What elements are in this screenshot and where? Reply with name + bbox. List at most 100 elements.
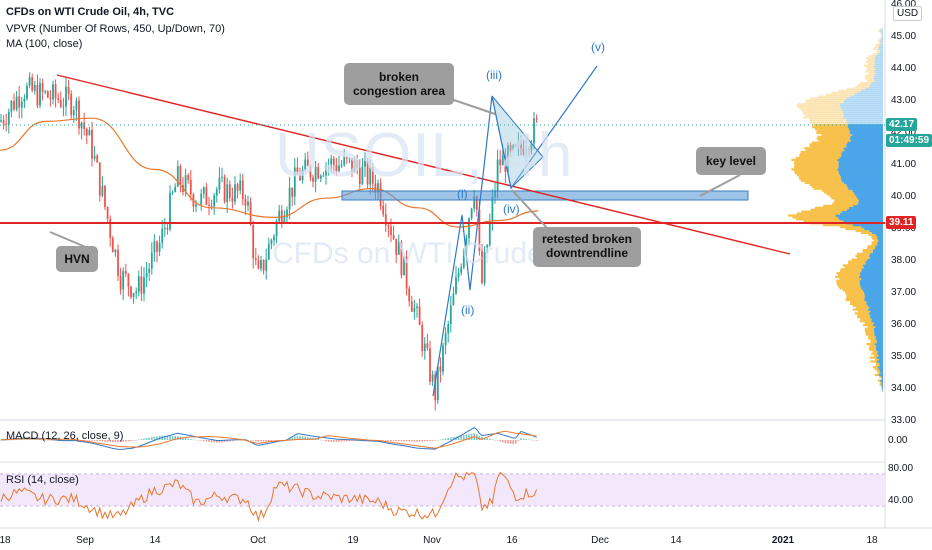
macd-bar: [153, 436, 156, 440]
macd-bar: [203, 440, 205, 442]
vpvr-bar-up: [867, 325, 876, 329]
price-tick: 37.00: [891, 287, 916, 298]
candle-body: [213, 195, 216, 207]
macd-bar: [343, 440, 345, 442]
vpvr-bar-down: [869, 254, 883, 257]
vpvr-bar-up: [852, 308, 868, 311]
vpvr-bar-down: [859, 279, 883, 282]
vpvr-bar-down: [839, 174, 883, 177]
macd-bar: [392, 440, 395, 442]
candle-body: [239, 180, 242, 191]
macd-bar: [36, 439, 39, 441]
candle-body: [319, 175, 322, 179]
macd-bar: [457, 436, 460, 440]
vpvr-label[interactable]: VPVR (Number Of Rows, 450, Up/Down, 70): [6, 23, 225, 35]
candle-body: [400, 242, 403, 276]
vpvr-bar-down: [882, 389, 883, 392]
vpvr-bar-up: [876, 364, 880, 367]
vpvr-bar-down: [881, 381, 883, 384]
vpvr-bar-down: [878, 367, 883, 371]
vpvr-bar-up: [875, 358, 880, 361]
macd-bar: [10, 439, 13, 441]
annotation-hvn[interactable]: HVN: [56, 246, 98, 272]
candle-body: [78, 100, 80, 129]
candle-body: [299, 174, 301, 181]
wave-label-v: (v): [591, 40, 605, 54]
annotation-broken-congestion[interactable]: broken congestion area: [344, 63, 454, 105]
macd-bar: [23, 439, 26, 440]
macd-bar: [533, 440, 535, 441]
vpvr-bar-up: [880, 31, 882, 35]
vpvr-bar-down: [877, 237, 883, 240]
vpvr-bar-up: [809, 145, 847, 148]
vpvr-bar-down: [853, 191, 883, 194]
candle-body: [85, 128, 88, 136]
vpvr-bar-up: [846, 293, 865, 296]
candle-body: [135, 291, 138, 294]
currency-button[interactable]: USD: [893, 6, 923, 21]
macd-bar: [34, 439, 36, 441]
vpvr-bar-up: [867, 68, 876, 71]
vpvr-bar-up: [834, 199, 859, 202]
vpvr-bar-up: [805, 114, 845, 117]
vpvr-bar-down: [870, 83, 883, 87]
vpvr-bar-up: [879, 383, 882, 386]
vpvr-bar-down: [850, 139, 883, 142]
macd-bar: [273, 440, 275, 441]
macd-bar: [398, 440, 400, 442]
vpvr-bar-down: [844, 99, 883, 102]
vpvr-bar-up: [868, 233, 876, 236]
macd-bar: [135, 440, 137, 441]
vpvr-bar-down: [842, 112, 883, 115]
vpvr-bar-down: [875, 58, 883, 62]
candle-body: [257, 260, 260, 269]
vpvr-bar-down: [867, 304, 883, 307]
macd-bar: [166, 435, 169, 440]
vpvr-bar-down: [876, 356, 883, 359]
vpvr-bar-down: [837, 158, 883, 161]
candle-body: [96, 155, 99, 163]
candle-body: [345, 156, 348, 159]
macd-bar: [486, 438, 488, 440]
vpvr-bar-down: [841, 179, 883, 183]
candle-body: [455, 277, 457, 294]
annotation-key-level[interactable]: key level: [696, 147, 766, 175]
vpvr-bar-down: [879, 362, 883, 365]
vpvr-bar-down: [858, 200, 883, 204]
vpvr-bar-up: [796, 103, 840, 106]
rsi-band: [0, 474, 885, 506]
vpvr-bar-up: [859, 319, 872, 323]
vpvr-bar-up: [856, 316, 870, 319]
vpvr-bar-down: [864, 298, 883, 302]
ma-label[interactable]: MA (100, close): [6, 38, 83, 50]
annotation-retested-downtrendline[interactable]: retested broken downtrendline: [533, 227, 641, 267]
candle-body: [288, 187, 291, 210]
candle-body: [0, 120, 2, 122]
vpvr-bar-up: [857, 314, 871, 317]
candle-body: [514, 145, 517, 148]
candle-body: [395, 238, 398, 255]
macd-bar: [187, 438, 189, 440]
vpvr-bar-up: [809, 143, 847, 146]
vpvr-bar-down: [878, 239, 883, 242]
macd-bar: [192, 439, 195, 441]
candle-body: [130, 286, 132, 298]
vpvr-bar-down: [842, 210, 883, 213]
candle-body: [104, 185, 106, 208]
macd-bar: [291, 437, 293, 440]
vpvr-bar-up: [802, 116, 843, 119]
candle-body: [70, 93, 73, 116]
candle-body: [491, 197, 494, 222]
vpvr-bar-down: [850, 95, 883, 98]
macd-label[interactable]: MACD (12, 26, close, 9): [6, 430, 124, 442]
candle-body: [421, 324, 424, 352]
vpvr-bar-up: [845, 227, 865, 231]
candle-body: [452, 293, 455, 306]
vpvr-bar-up: [871, 237, 878, 240]
vpvr-bar-down: [876, 344, 883, 348]
retest-arrow: [511, 189, 548, 229]
rsi-label[interactable]: RSI (14, close): [6, 474, 79, 486]
vpvr-bar-up: [848, 262, 866, 265]
